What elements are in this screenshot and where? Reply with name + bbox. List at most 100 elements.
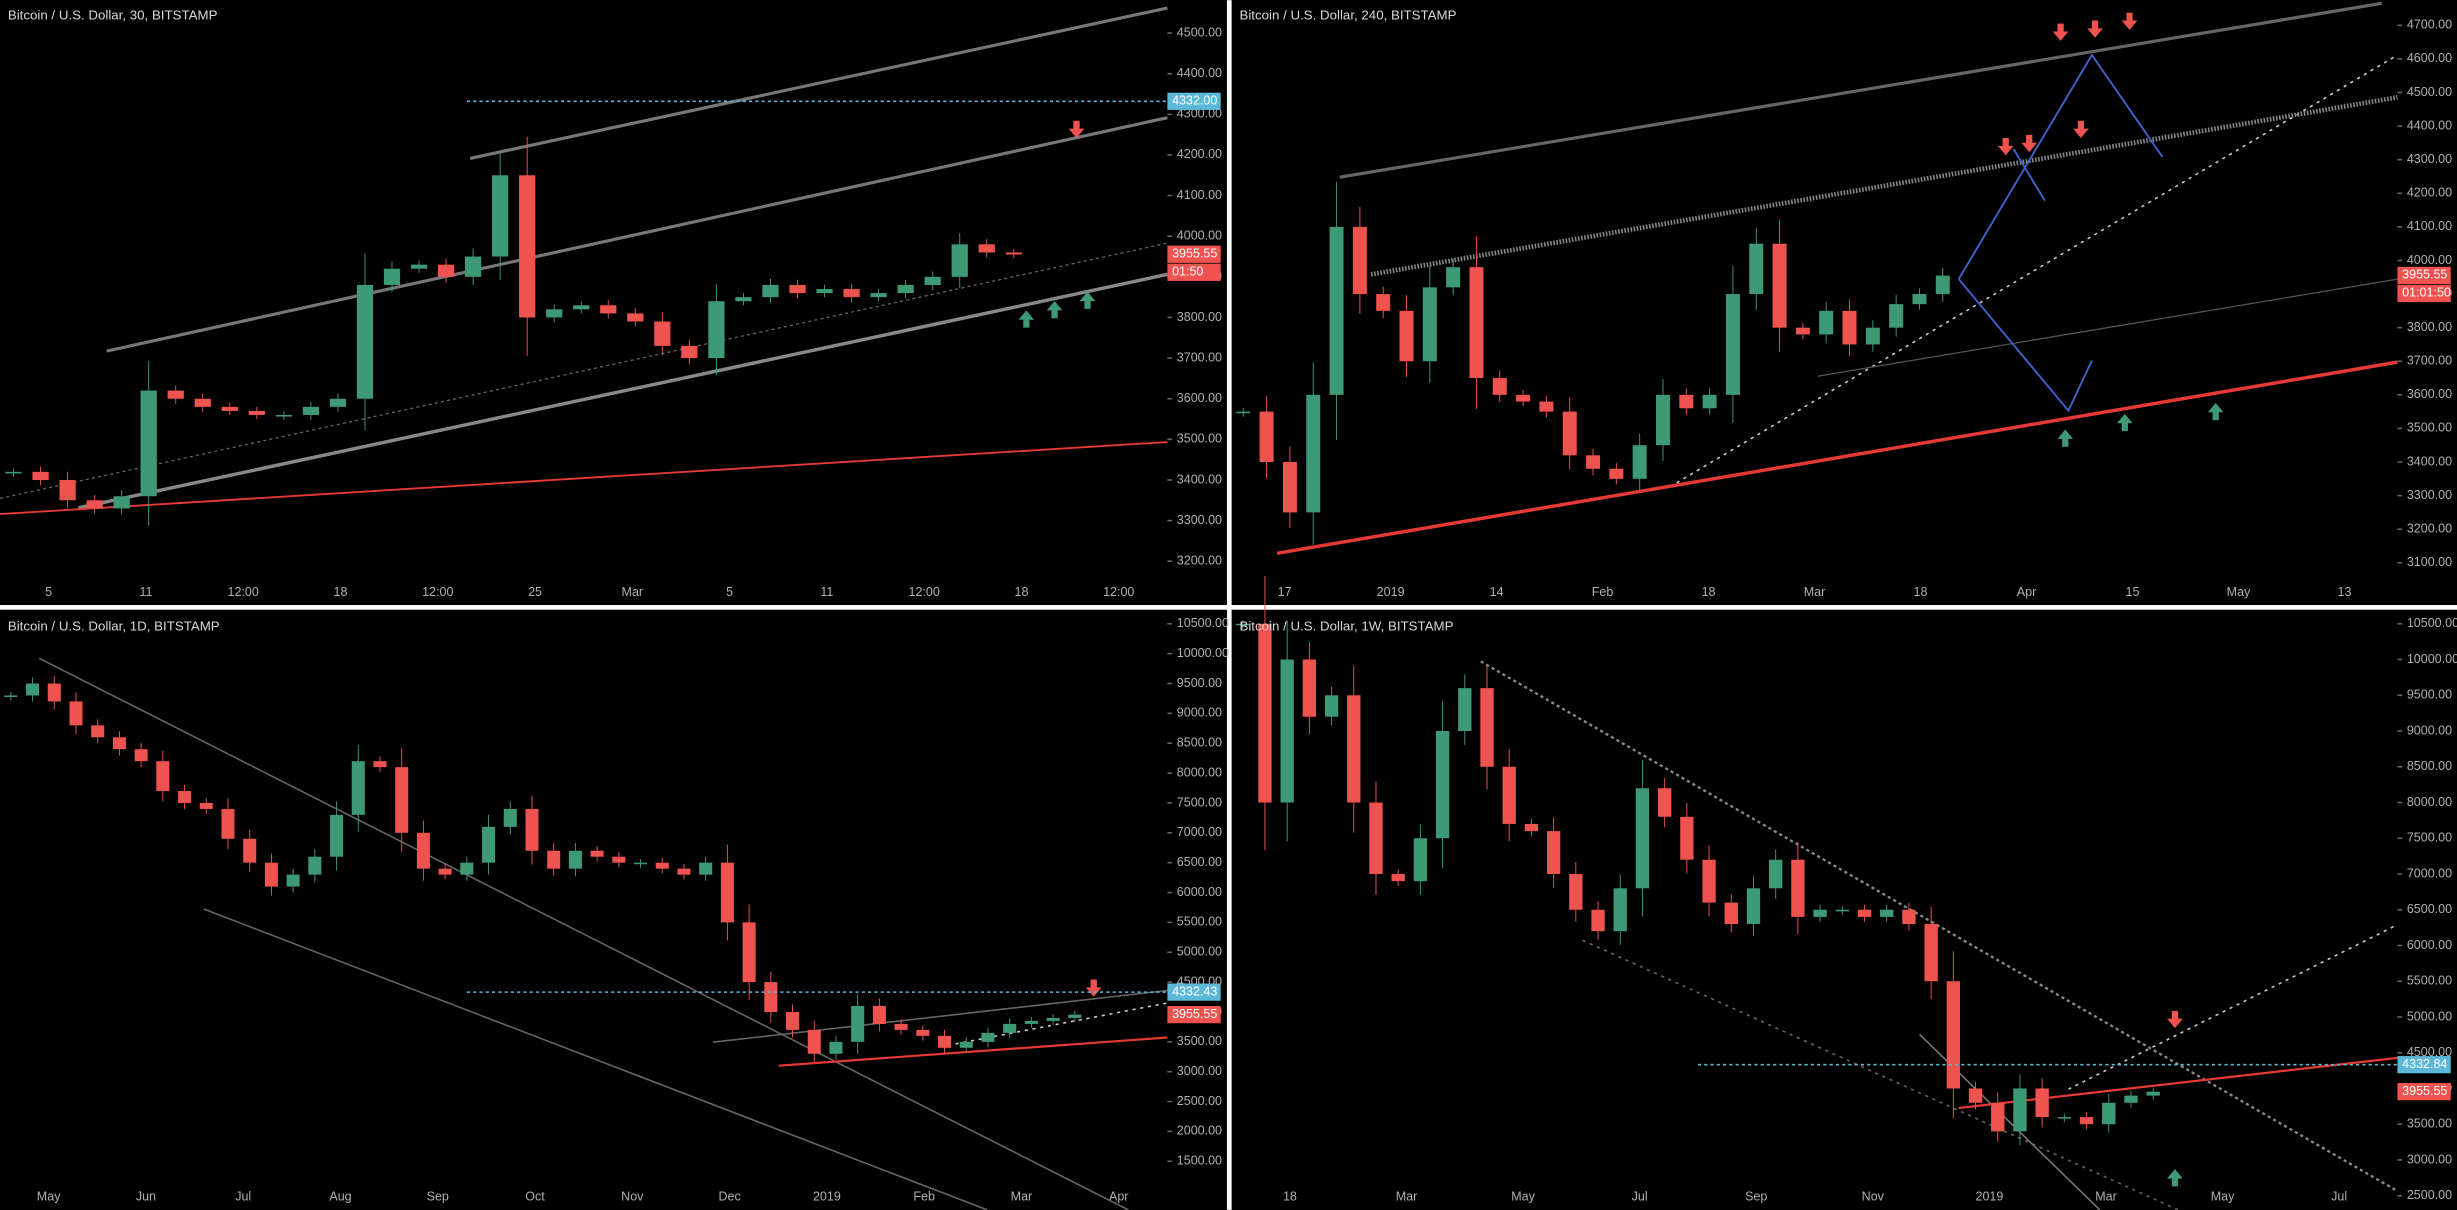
- y-tick-label: 6000.00: [1177, 885, 1222, 899]
- y-tick-label: 4500.00: [2407, 85, 2452, 99]
- x-tick-label: Mar: [1804, 585, 1826, 599]
- candle: [199, 802, 213, 809]
- candle: [59, 479, 76, 501]
- candle: [1046, 1017, 1060, 1021]
- x-tick-label: 15: [2126, 585, 2140, 599]
- candle: [699, 862, 713, 875]
- panel-title: Bitcoin / U.S. Dollar, 1D, BITSTAMP: [8, 618, 220, 633]
- candle: [897, 284, 914, 294]
- candle: [1725, 294, 1740, 395]
- y-tick-label: 4100.00: [1177, 188, 1222, 202]
- y-tick-label: 6000.00: [2407, 938, 2452, 952]
- arrow-down: [2073, 120, 2089, 139]
- candle: [1880, 909, 1894, 917]
- candle: [1680, 816, 1694, 860]
- candle: [1657, 788, 1672, 817]
- trend-line: [0, 441, 1168, 516]
- arrow-up: [1079, 291, 1096, 309]
- x-tick-label: May: [1511, 1190, 1535, 1204]
- x-tick-label: Jul: [2331, 1190, 2347, 1204]
- candle: [1562, 411, 1577, 456]
- x-tick-label: Sep: [1745, 1190, 1767, 1204]
- trend-line: [1276, 360, 2398, 555]
- candle: [1524, 823, 1539, 832]
- candle: [816, 289, 833, 294]
- candle: [870, 293, 887, 298]
- candle: [764, 982, 778, 1012]
- y-tick-label: 8000.00: [1177, 765, 1222, 779]
- candle: [86, 500, 103, 509]
- candle: [140, 390, 157, 497]
- candle: [1302, 659, 1317, 717]
- candle: [742, 922, 756, 983]
- candle: [329, 398, 347, 407]
- y-tick-label: 5500.00: [1177, 915, 1222, 929]
- candle: [600, 305, 617, 314]
- candle: [2013, 1088, 2027, 1132]
- y-tick-label: 4200.00: [2407, 186, 2452, 200]
- arrow-down: [2121, 12, 2138, 30]
- x-tick-label: Aug: [329, 1190, 351, 1204]
- candle: [1399, 310, 1414, 362]
- y-tick-label: 10000.00: [1177, 646, 1229, 660]
- y-tick-label: 3800.00: [2407, 320, 2452, 334]
- candle: [1005, 252, 1022, 255]
- arrow-up: [1046, 301, 1063, 319]
- y-tick-label: 3000.00: [1177, 1064, 1222, 1078]
- candle: [1842, 310, 1857, 345]
- candle: [1236, 623, 1250, 626]
- candle: [438, 868, 452, 875]
- x-tick-label: May: [2211, 1190, 2235, 1204]
- y-tick-label: 8500.00: [2407, 759, 2452, 773]
- candle: [32, 471, 49, 480]
- arrow-up: [2207, 402, 2224, 421]
- countdown-tag: [2397, 284, 2451, 303]
- candle: [612, 856, 626, 863]
- candle: [1376, 294, 1391, 311]
- candle: [916, 1029, 930, 1036]
- candle: [1865, 327, 1880, 345]
- candle: [492, 175, 509, 257]
- x-tick-label: 11: [139, 585, 152, 599]
- candle: [221, 808, 235, 839]
- x-tick-label: Apr: [2017, 585, 2036, 599]
- x-tick-label: 12:00: [1103, 585, 1134, 599]
- candle: [437, 264, 455, 277]
- y-tick-label: 9000.00: [1177, 706, 1222, 720]
- candle: [356, 284, 374, 399]
- y-tick-label: 3000.00: [2407, 1152, 2452, 1166]
- candle: [1280, 659, 1294, 803]
- candle: [519, 175, 536, 318]
- x-tick-label: 25: [528, 585, 542, 599]
- y-tick-label: 3500.00: [2407, 421, 2452, 435]
- y-tick-label: 4000.00: [2407, 253, 2452, 267]
- candle: [590, 850, 604, 857]
- y-tick-label: 3100.00: [2407, 555, 2452, 569]
- price-tag: [2397, 1083, 2451, 1101]
- candle: [1024, 1020, 1038, 1024]
- y-tick-label: 3500.00: [1177, 1034, 1222, 1048]
- candle: [1769, 859, 1783, 889]
- candle: [1635, 788, 1650, 889]
- y-tick-label: 3300.00: [1177, 513, 1222, 527]
- candle: [286, 874, 300, 887]
- candle: [981, 1032, 995, 1042]
- y-tick-label: 4100.00: [2407, 219, 2452, 233]
- candle: [1655, 394, 1670, 446]
- x-tick-label: 14: [1490, 585, 1504, 599]
- candle: [91, 725, 105, 738]
- candle: [1912, 294, 1927, 305]
- y-tick-label: 4300.00: [2407, 152, 2452, 166]
- y-tick-label: 3300.00: [2407, 488, 2452, 502]
- price-tag-label: 4332.00: [1172, 94, 1217, 108]
- candle: [1259, 411, 1274, 463]
- y-tick-label: 7500.00: [2407, 831, 2452, 845]
- y-tick-label: 5000.00: [1177, 945, 1222, 959]
- candle: [1502, 766, 1516, 824]
- candle: [330, 814, 344, 857]
- candle: [167, 390, 184, 399]
- y-tick-label: 3700.00: [1177, 350, 1222, 364]
- candle: [1935, 275, 1950, 295]
- y-tick-label: 8500.00: [1177, 736, 1222, 750]
- candle: [655, 862, 669, 869]
